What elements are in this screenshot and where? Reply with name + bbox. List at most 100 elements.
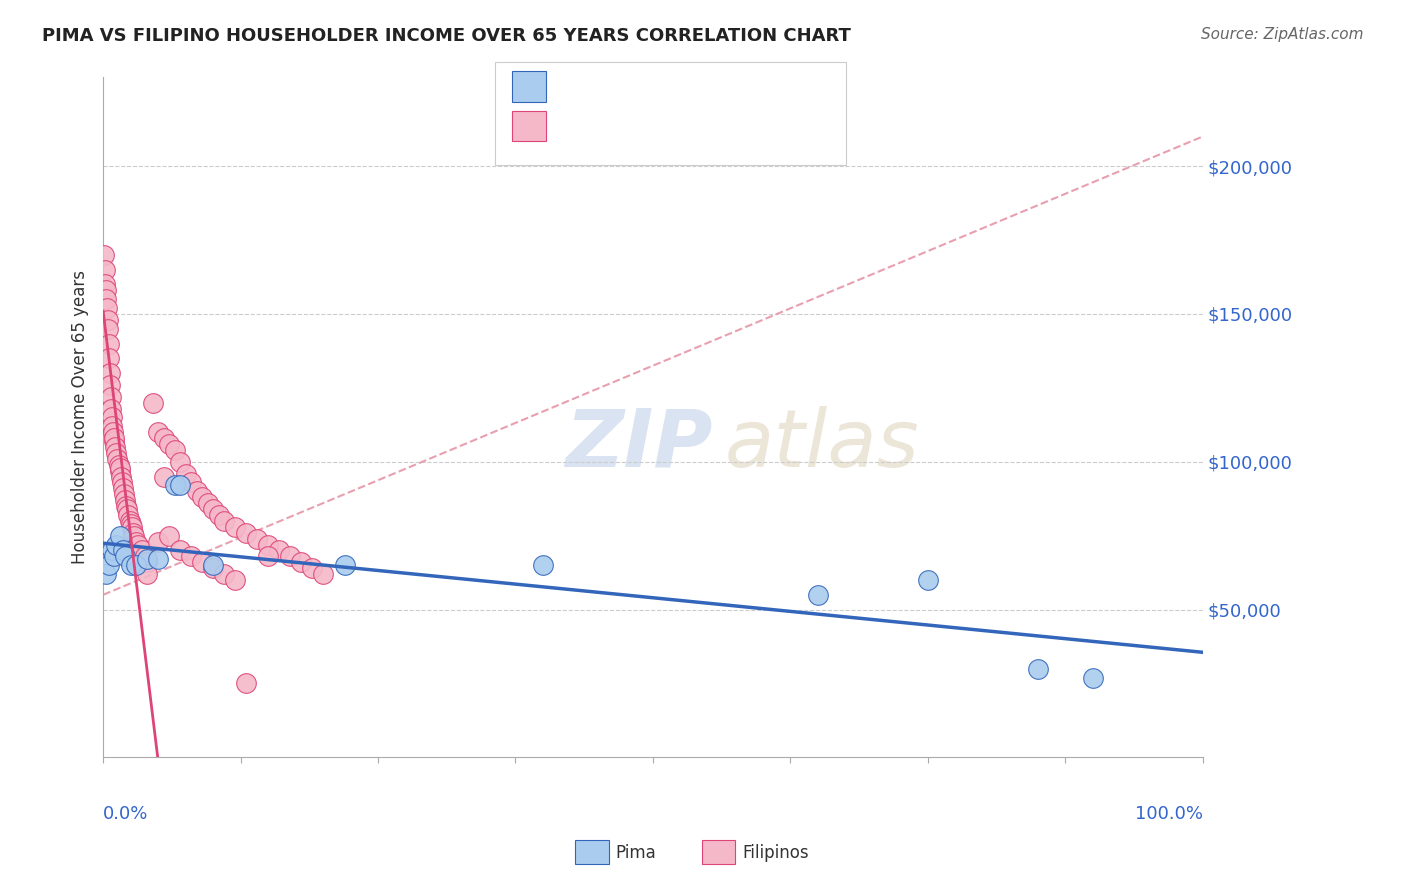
- Text: R =: R =: [553, 115, 583, 133]
- Point: [98, 378, 121, 392]
- Point: [152, 469, 174, 483]
- Point: [110, 469, 132, 483]
- Point: [169, 543, 191, 558]
- Point: [103, 431, 125, 445]
- Point: [191, 490, 214, 504]
- Point: [94, 262, 117, 277]
- Point: [142, 395, 165, 409]
- Point: [174, 467, 197, 481]
- Point: [96, 313, 118, 327]
- Point: [100, 390, 122, 404]
- Point: [101, 543, 124, 558]
- Point: [267, 543, 290, 558]
- Point: [96, 301, 118, 315]
- Point: [917, 573, 939, 587]
- Text: 0.136: 0.136: [609, 115, 661, 133]
- Point: [96, 292, 118, 306]
- Text: N =: N =: [675, 115, 706, 133]
- Point: [202, 558, 225, 573]
- Point: [197, 496, 219, 510]
- Point: [112, 487, 135, 501]
- Point: [180, 475, 202, 490]
- Point: [105, 446, 128, 460]
- Point: [97, 558, 120, 573]
- Point: [125, 558, 148, 573]
- Point: [120, 558, 142, 573]
- Point: [120, 516, 142, 531]
- Text: 21: 21: [721, 76, 744, 94]
- Point: [117, 502, 139, 516]
- Point: [191, 555, 214, 569]
- Text: PIMA VS FILIPINO HOUSEHOLDER INCOME OVER 65 YEARS CORRELATION CHART: PIMA VS FILIPINO HOUSEHOLDER INCOME OVER…: [42, 27, 851, 45]
- Point: [169, 478, 191, 492]
- Point: [125, 534, 148, 549]
- Text: ZIP: ZIP: [565, 406, 713, 483]
- Point: [118, 514, 141, 528]
- Text: Filipinos: Filipinos: [742, 844, 808, 862]
- Point: [224, 573, 246, 587]
- Point: [101, 419, 124, 434]
- Point: [103, 434, 125, 448]
- Point: [257, 549, 280, 564]
- Point: [104, 440, 127, 454]
- Point: [278, 549, 301, 564]
- Point: [136, 552, 159, 566]
- Point: [186, 484, 208, 499]
- Point: [103, 549, 125, 564]
- Point: [131, 543, 153, 558]
- Point: [134, 549, 156, 564]
- Point: [100, 401, 122, 416]
- Text: 0.0%: 0.0%: [103, 805, 149, 823]
- Point: [107, 458, 129, 472]
- Point: [212, 514, 235, 528]
- Point: [146, 552, 169, 566]
- Point: [152, 431, 174, 445]
- Point: [202, 502, 225, 516]
- Point: [101, 425, 124, 440]
- Point: [246, 532, 269, 546]
- Point: [207, 508, 229, 522]
- Text: R =: R =: [553, 76, 583, 94]
- Point: [98, 366, 121, 380]
- Point: [122, 529, 145, 543]
- Point: [108, 460, 131, 475]
- Point: [117, 508, 139, 522]
- Point: [312, 567, 335, 582]
- Point: [180, 549, 202, 564]
- Text: N =: N =: [675, 76, 706, 94]
- Text: Source: ZipAtlas.com: Source: ZipAtlas.com: [1201, 27, 1364, 42]
- Point: [1026, 662, 1049, 676]
- Text: Pima: Pima: [616, 844, 657, 862]
- Text: atlas: atlas: [724, 406, 920, 483]
- Point: [301, 561, 323, 575]
- Point: [157, 437, 180, 451]
- Point: [202, 561, 225, 575]
- Point: [121, 520, 143, 534]
- Point: [97, 336, 120, 351]
- Point: [97, 322, 120, 336]
- Point: [136, 567, 159, 582]
- Point: [212, 567, 235, 582]
- Point: [146, 425, 169, 440]
- Point: [107, 451, 129, 466]
- Point: [94, 277, 117, 292]
- Text: 78: 78: [721, 115, 744, 133]
- Text: -0.536: -0.536: [609, 76, 668, 94]
- Point: [115, 499, 138, 513]
- Point: [111, 482, 134, 496]
- Point: [114, 493, 136, 508]
- Point: [163, 442, 186, 457]
- Point: [224, 520, 246, 534]
- Point: [333, 558, 356, 573]
- Point: [96, 567, 118, 582]
- Point: [257, 537, 280, 551]
- Point: [108, 529, 131, 543]
- Point: [163, 478, 186, 492]
- Point: [111, 543, 134, 558]
- Point: [136, 555, 159, 569]
- Point: [235, 525, 257, 540]
- Point: [146, 534, 169, 549]
- Point: [1081, 671, 1104, 685]
- Point: [235, 676, 257, 690]
- Point: [108, 464, 131, 478]
